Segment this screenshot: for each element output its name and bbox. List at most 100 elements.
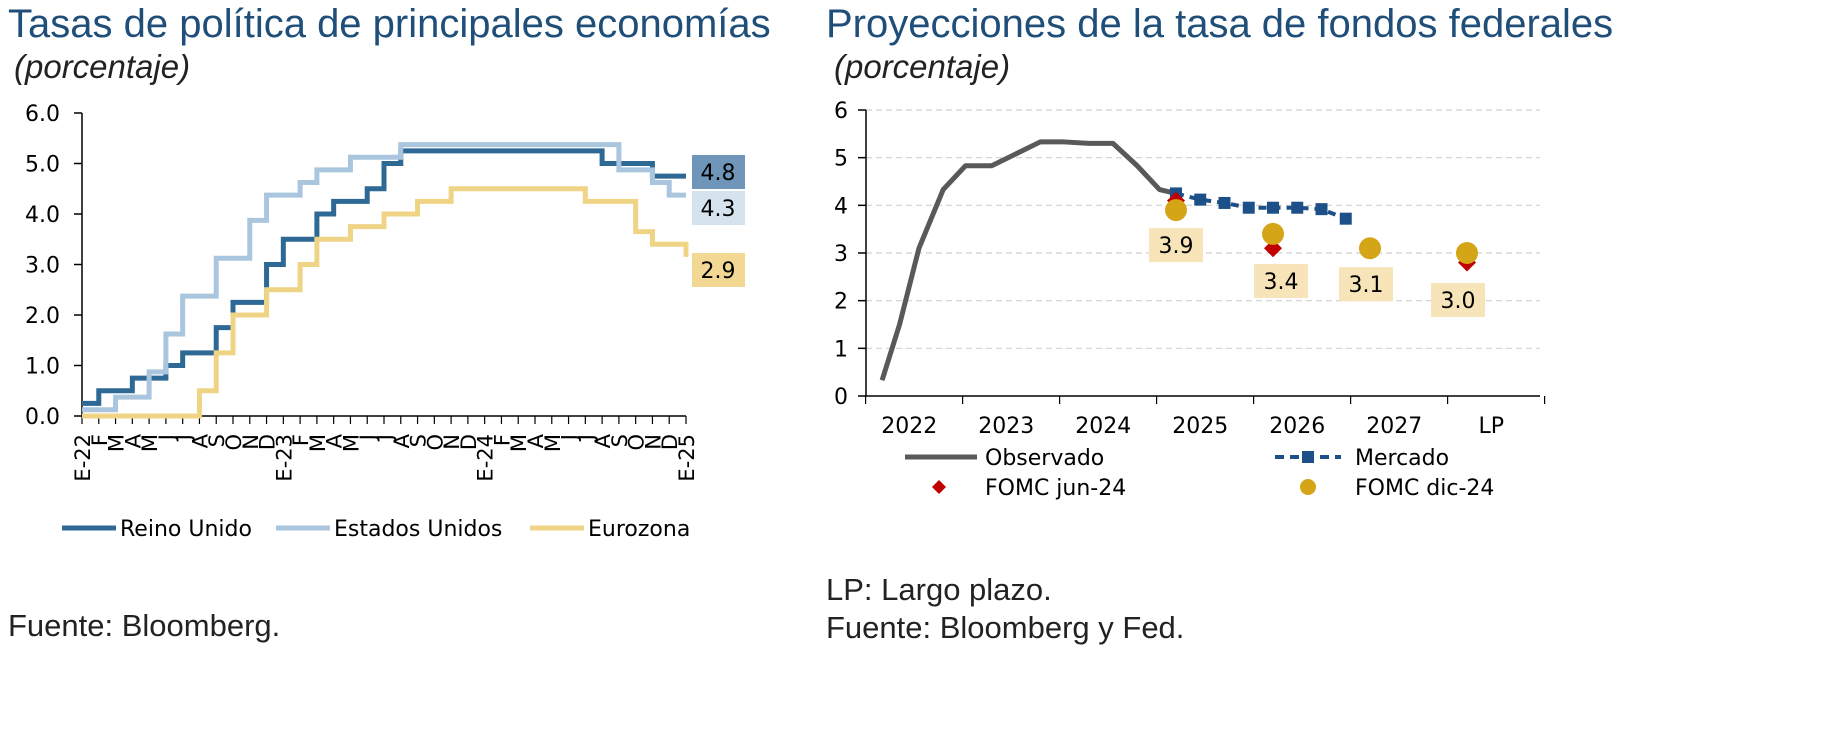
right-data-label: 3.0 xyxy=(1441,289,1476,314)
right-x-tick-label: 2023 xyxy=(978,414,1034,439)
right-legend-label: Observado xyxy=(985,446,1104,471)
right-data-label: 3.9 xyxy=(1159,234,1194,259)
right-y-tick-label: 6 xyxy=(834,99,848,124)
left-x-tick-label: E-22 xyxy=(71,434,95,482)
right-y-tick-label: 0 xyxy=(834,385,848,410)
right-fomc-dic-marker xyxy=(1165,199,1187,222)
left-end-label-box xyxy=(692,253,745,287)
left-x-tick-label: F xyxy=(88,434,112,446)
left-x-tick-label: E-24 xyxy=(474,434,498,482)
right-series-observado xyxy=(879,139,1177,382)
right-x-tick-label: 2025 xyxy=(1172,414,1228,439)
left-x-tick-label: M xyxy=(306,434,330,452)
left-x-tick-label: E-23 xyxy=(272,434,296,482)
right-data-label-box xyxy=(1254,263,1308,298)
left-legend-label: Eurozona xyxy=(588,517,690,542)
right-mercado-marker xyxy=(1339,212,1352,225)
left-x-tick-label: N xyxy=(239,434,263,450)
left-end-label-box xyxy=(692,191,745,225)
left-y-tick-label: 3.0 xyxy=(25,254,60,279)
right-data-label-box xyxy=(1339,267,1393,302)
right-chart-title: Proyecciones de la tasa de fondos federa… xyxy=(826,2,1614,46)
left-x-tick-label: F xyxy=(289,434,313,446)
left-legend-label: Estados Unidos xyxy=(334,517,502,542)
left-end-label: 4.8 xyxy=(701,161,736,186)
left-x-tick-label: M xyxy=(541,434,565,452)
right-legend-swatch xyxy=(1300,479,1316,495)
right-mercado-marker xyxy=(1267,201,1279,214)
left-legend-label: Reino Unido xyxy=(120,517,252,542)
right-x-tick-label: 2027 xyxy=(1366,414,1422,439)
right-fomc-dic-marker xyxy=(1456,242,1478,264)
left-series-0-line xyxy=(82,148,686,406)
left-x-tick-label: S xyxy=(205,434,229,447)
left-x-tick-label: D xyxy=(658,434,682,450)
right-data-label: 3.4 xyxy=(1264,270,1299,295)
left-y-tick-label: 2.0 xyxy=(25,304,60,329)
left-x-tick-label: A xyxy=(121,433,145,448)
left-series-1-line xyxy=(82,142,686,413)
left-x-tick-label: M xyxy=(339,434,363,452)
right-legend-label: Mercado xyxy=(1355,446,1449,471)
left-x-tick-label: J xyxy=(558,434,582,442)
left-x-tick-label: F xyxy=(490,434,514,446)
left-x-tick-label: O xyxy=(423,434,447,451)
left-x-tick-label: S xyxy=(407,434,431,447)
left-end-label-box xyxy=(692,155,745,189)
left-y-tick-label: 6.0 xyxy=(25,102,60,127)
right-footnote: LP: Largo plazo. xyxy=(826,572,1052,607)
right-y-tick-label: 1 xyxy=(834,337,848,362)
left-x-tick-label: D xyxy=(457,434,481,450)
left-x-tick-label: M xyxy=(105,434,129,452)
right-chart-subtitle: (porcentaje) xyxy=(834,48,1011,85)
left-x-tick-label: A xyxy=(390,433,414,448)
left-x-tick-label: A xyxy=(188,433,212,448)
right-legend-label: FOMC dic-24 xyxy=(1355,476,1494,501)
left-source-note: Fuente: Bloomberg. xyxy=(8,608,281,643)
right-y-tick-label: 5 xyxy=(834,147,848,172)
left-x-tick-label: N xyxy=(440,434,464,450)
left-x-tick-label: N xyxy=(641,434,665,450)
right-legend-swatch xyxy=(932,480,946,494)
right-x-tick-label: 2024 xyxy=(1075,414,1131,439)
right-fomc-dic-marker xyxy=(1262,222,1284,245)
left-x-tick-label: M xyxy=(138,434,162,452)
left-x-tick-label: E-25 xyxy=(675,434,699,482)
right-y-tick-label: 4 xyxy=(834,194,848,219)
right-data-label-box xyxy=(1431,283,1485,317)
right-legend-label: FOMC jun-24 xyxy=(985,476,1126,501)
right-y-tick-label: 2 xyxy=(834,290,848,315)
left-end-label: 2.9 xyxy=(701,259,736,284)
right-mercado-marker xyxy=(1242,201,1255,214)
right-fomc-dic-marker xyxy=(1359,237,1381,260)
right-mercado-marker xyxy=(1315,203,1328,216)
left-chart-title: Tasas de política de principales economí… xyxy=(8,2,771,46)
left-series-2-line xyxy=(82,186,689,419)
right-mercado-marker xyxy=(1194,193,1207,206)
left-chart-subtitle: (porcentaje) xyxy=(14,48,191,85)
right-mercado-marker xyxy=(1291,201,1304,214)
left-x-tick-label: A xyxy=(323,433,347,448)
right-y-tick-label: 3 xyxy=(834,242,848,267)
right-data-label: 3.1 xyxy=(1349,273,1384,298)
right-x-tick-label: LP xyxy=(1478,414,1504,439)
right-x-tick-label: 2026 xyxy=(1269,414,1325,439)
left-x-tick-label: S xyxy=(608,434,632,447)
left-y-tick-label: 1.0 xyxy=(25,355,60,380)
left-x-tick-label: O xyxy=(625,434,649,451)
right-source-note: Fuente: Bloomberg y Fed. xyxy=(826,610,1185,645)
right-x-tick-label: 2022 xyxy=(881,414,937,439)
right-legend-swatch-marker xyxy=(1302,451,1314,463)
right-mercado-marker xyxy=(1218,196,1231,209)
left-y-tick-label: 5.0 xyxy=(25,153,60,178)
right-data-label-box xyxy=(1149,228,1203,263)
left-x-tick-label: D xyxy=(256,434,280,450)
left-x-tick-label: J xyxy=(155,434,179,442)
left-x-tick-label: J xyxy=(356,434,380,442)
left-y-tick-label: 4.0 xyxy=(25,203,60,228)
left-y-tick-label: 0.0 xyxy=(25,405,60,430)
left-x-tick-label: M xyxy=(507,434,531,452)
left-x-tick-label: O xyxy=(222,434,246,451)
left-x-tick-label: J xyxy=(574,434,598,442)
